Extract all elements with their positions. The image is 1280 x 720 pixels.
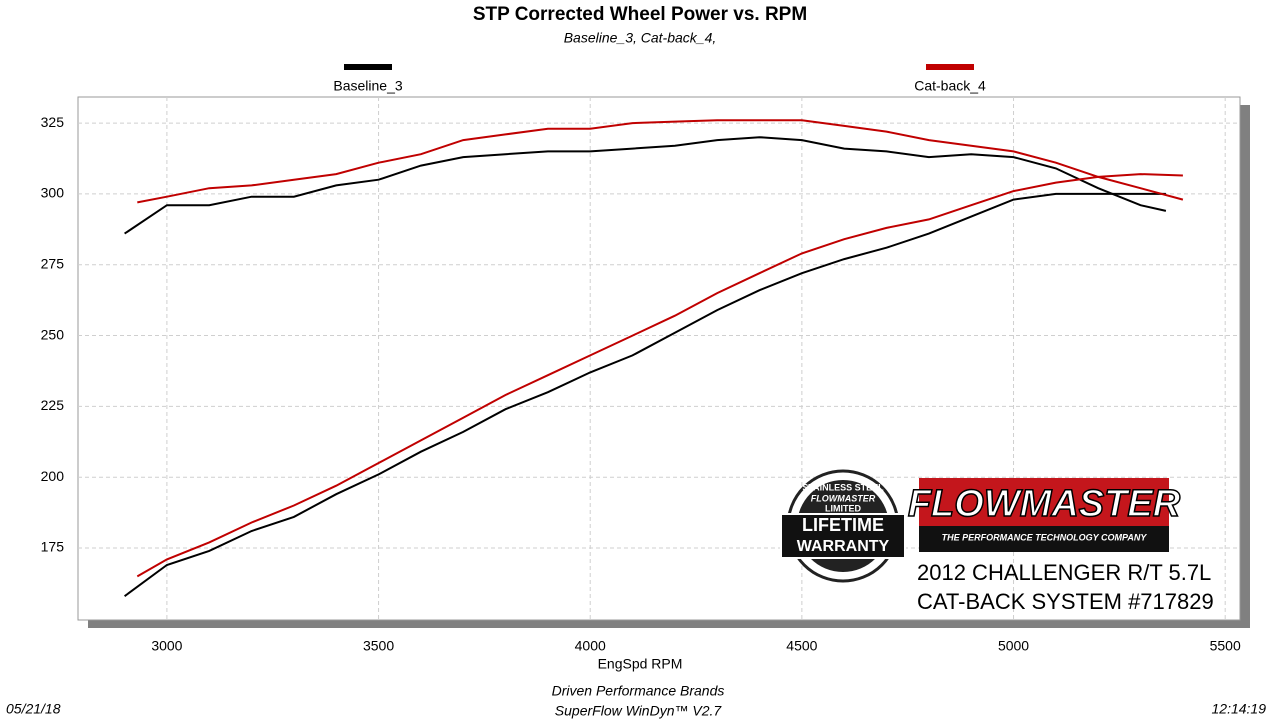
footer-company: Driven Performance Brands: [552, 683, 725, 699]
x-tick-label: 5500: [1210, 638, 1241, 654]
system-text: CAT-BACK SYSTEM #717829: [917, 589, 1214, 614]
footer-date: 05/21/18: [6, 701, 61, 717]
legend-label: Baseline_3: [333, 78, 402, 94]
x-tick-label: 5000: [998, 638, 1029, 654]
series-line: [124, 136, 1167, 235]
series-line: [136, 173, 1183, 578]
brand-name: FLOWMASTER: [908, 483, 1181, 525]
legend-swatch: [926, 64, 974, 70]
badge-text: FLOWMASTER: [811, 493, 876, 503]
brand-tagline: THE PERFORMANCE TECHNOLOGY COMPANY: [942, 532, 1148, 542]
footer-software: SuperFlow WinDyn™ V2.7: [555, 703, 723, 719]
x-axis-label: EngSpd RPM: [598, 656, 683, 672]
brand-strip: [919, 526, 1169, 552]
badge-band: [780, 513, 906, 559]
legend-swatch: [344, 64, 392, 70]
chart-subtitle: Baseline_3, Cat-back_4,: [564, 30, 717, 46]
x-tick-label: 4000: [575, 638, 606, 654]
y-tick-label: 225: [41, 397, 65, 413]
y-tick-label: 325: [41, 114, 65, 130]
series-line: [137, 119, 1184, 204]
badge-text: STAINLESS STEEL: [802, 482, 884, 492]
x-tick-label: 3000: [151, 638, 182, 654]
x-tick-label: 3500: [363, 638, 394, 654]
series-line: [124, 192, 1166, 598]
footer-time: 12:14:19: [1212, 701, 1267, 717]
y-tick-label: 300: [41, 185, 65, 201]
y-tick-label: 200: [41, 468, 65, 484]
badge-text: WARRANTY: [797, 538, 890, 555]
vehicle-text: 2012 CHALLENGER R/T 5.7L: [917, 560, 1211, 585]
chart-title: STP Corrected Wheel Power vs. RPM: [473, 4, 807, 25]
x-tick-label: 4500: [786, 638, 817, 654]
logo: STAINLESS STEEL FLOWMASTER LIMITED LIFET…: [780, 469, 1214, 614]
y-tick-label: 175: [41, 539, 65, 555]
legend-label: Cat-back_4: [914, 78, 986, 94]
y-tick-label: 250: [41, 326, 65, 342]
badge-text: LIMITED: [825, 503, 861, 513]
y-tick-label: 275: [41, 255, 65, 271]
badge-text: LIFETIME: [802, 515, 884, 535]
